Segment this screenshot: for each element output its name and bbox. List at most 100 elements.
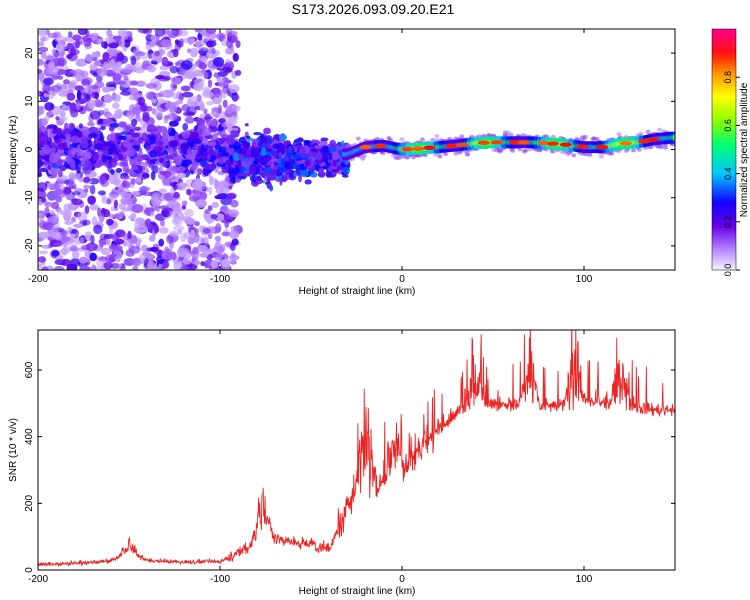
spectrogram-cell [118,38,126,48]
spectrogram-cell [234,69,242,76]
spectrogram-cell [130,190,141,196]
spectrogram-cell [108,174,119,185]
spectrogram-cell [300,163,305,171]
spectrogram-cell [186,136,197,142]
spectrogram-cell [103,111,113,118]
spectrogram-hotspot [456,142,469,148]
spectrogram-cell [235,40,241,49]
spectrogram-cell [277,165,287,173]
spectrogram-cell [100,125,106,131]
colorbar-tick-label: 0.0 [723,264,733,277]
spectrogram-cell [81,244,91,250]
snr-x-axis: -200 -100 0 100 [28,330,593,585]
spectrogram-y-tick-label: 0 [24,146,35,152]
spectrogram-cell [131,204,144,214]
spectrogram-cell [127,215,136,220]
spectrogram-cell [142,114,150,123]
spectrogram-cell [186,188,192,196]
spectrogram-cell [67,226,72,233]
spectrogram-cell [195,138,202,145]
spectrogram-cell [119,174,129,180]
spectrogram-cell [205,118,213,127]
spectrogram-cell [178,38,184,44]
spectrogram-cell [42,160,53,166]
spectrogram-cell [84,170,97,178]
spectrogram-cell [180,60,193,70]
spectrogram-cell [83,176,91,183]
spectrogram-hotspot [477,140,490,145]
spectrogram-hotspot [401,147,414,152]
spectrogram-cell [114,213,120,220]
spectrogram-cell [38,41,45,47]
spectrogram-y-axis: -20 -10 0 10 20 [24,47,675,253]
spectrogram-cell [102,52,110,62]
spectrogram-cell [155,125,162,135]
spectrogram-cell [51,129,58,134]
spectrogram-cell [79,265,91,270]
colorbar-tick-label: 0.4 [723,167,733,180]
snr-line [38,330,675,567]
spectrogram-cell [193,79,198,84]
spectrogram-cell [210,111,217,116]
spectrogram-cell [167,200,174,206]
spectrogram-cell [225,193,236,201]
spectrogram-cell [132,257,141,267]
spectrogram-cell [61,229,68,237]
spectrogram-cell [89,110,101,120]
spectrogram-hotspot [596,144,609,150]
spectrogram-cell [93,162,103,168]
spectrogram-cell [215,251,224,261]
spectrogram-cell [127,110,134,116]
spectrogram-cell [38,58,45,66]
spectrogram-cell [38,262,43,269]
spectrogram-cell [205,100,214,106]
spectrogram-cell [141,251,151,257]
spectrogram-cell [90,84,99,90]
spectrogram-cell [48,229,61,239]
spectrogram-cell [235,164,239,173]
spectrogram-cell [88,132,98,139]
spectrogram-cell [184,159,192,165]
spectrogram-cell [241,146,246,155]
spectrogram-cell [304,160,311,167]
spectrogram-cell [184,116,195,124]
snr-frame [37,329,676,571]
spectrogram-cell [168,120,179,127]
spectrogram-cell [117,80,127,86]
spectrogram-cell [175,77,182,85]
spectrogram-cell [255,157,259,163]
spectrogram-cell [155,74,165,80]
spectrogram-cell [158,188,167,194]
spectrogram-cell [244,123,249,127]
spectrogram-cell [135,177,142,183]
spectrogram-cell [53,135,59,141]
spectrogram-cell [89,204,99,211]
spectrogram-cell [116,146,128,153]
spectrogram-cell [89,184,96,195]
spectrogram-cell [201,127,212,137]
spectrogram-cell [225,159,234,166]
spectrogram-cell [149,150,157,158]
spectrogram-cell [332,154,339,161]
spectrogram-cell [208,46,216,54]
spectrogram-cell [598,154,604,159]
spectrogram-cell [131,165,138,171]
spectrogram-cell [51,250,60,257]
spectrogram-cell [103,261,114,270]
spectrogram-cell [158,263,164,268]
spectrogram-cell [205,113,211,118]
spectrogram-cell [361,153,367,158]
spectrogram-cell [130,132,141,139]
spectrogram-cell [160,39,172,47]
spectrogram-cell [176,99,184,105]
spectrogram-cell [207,141,217,147]
spectrogram-cell [119,91,131,96]
spectrogram-cell [332,159,337,167]
spectrogram-cell [146,124,158,133]
spectrogram-cell [69,184,77,190]
spectrogram-cell [279,179,283,186]
spectrogram-cell [174,156,182,166]
spectrogram-x-label: Height of straight line (km) [299,286,416,297]
spectrogram-cell [147,223,154,232]
